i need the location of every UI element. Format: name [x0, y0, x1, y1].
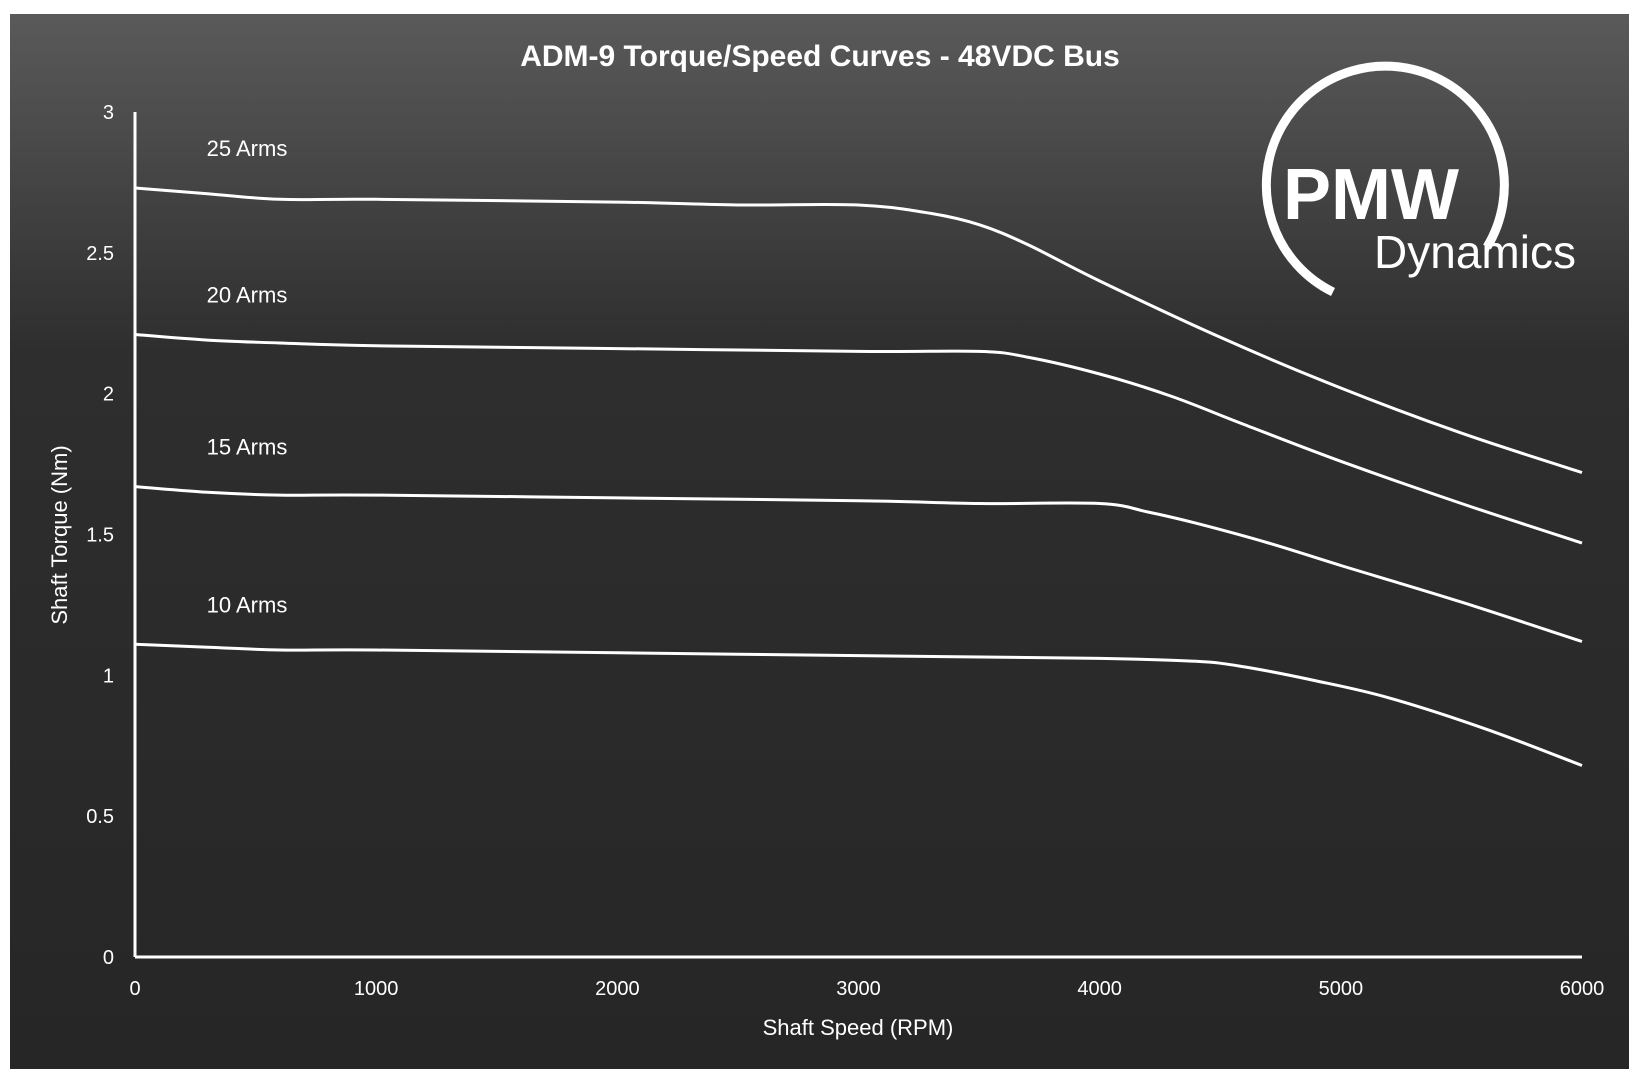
series-label-10-arms: 10 Arms	[207, 592, 288, 617]
x-tick-labels: 0 1000 2000 3000 4000 5000 6000	[129, 978, 1604, 1000]
x-tick-label: 3000	[836, 978, 881, 1000]
chart-title: ADM-9 Torque/Speed Curves - 48VDC Bus	[520, 40, 1120, 73]
x-axis-label: Shaft Speed (RPM)	[763, 1015, 954, 1040]
chart-background	[10, 14, 1629, 1069]
logo-text-dynamics: Dynamics	[1374, 226, 1576, 278]
pmw-dynamics-logo: PMW Dynamics	[1261, 61, 1576, 297]
series-labels: 25 Arms 20 Arms 15 Arms 10 Arms	[207, 136, 288, 617]
y-tick-label: 1.5	[86, 525, 114, 547]
series-line-25-arms	[134, 186, 1583, 474]
x-tick-label: 0	[129, 978, 140, 1000]
y-tick-label: 0	[103, 947, 114, 969]
series-label-15-arms: 15 Arms	[207, 435, 288, 460]
series-line-20-arms	[134, 333, 1583, 545]
y-tick-label: 1	[103, 665, 114, 687]
y-tick-label: 2.5	[86, 243, 114, 265]
y-tick-labels: 0 0.5 1 1.5 2 2.5 3	[86, 102, 114, 969]
series-line-10-arms	[134, 642, 1583, 767]
series-lines	[134, 186, 1583, 767]
x-tick-label: 4000	[1077, 978, 1122, 1000]
x-tick-label: 2000	[595, 978, 640, 1000]
series-label-25-arms: 25 Arms	[207, 136, 288, 161]
series-label-20-arms: 20 Arms	[207, 283, 288, 308]
series-line-15-arms	[134, 485, 1583, 643]
x-tick-label: 1000	[354, 978, 399, 1000]
circle-logo-icon	[1261, 61, 1509, 297]
axes	[133, 112, 1582, 959]
x-tick-label: 6000	[1560, 978, 1605, 1000]
x-tick-label: 5000	[1319, 978, 1364, 1000]
y-tick-label: 0.5	[86, 806, 114, 828]
logo-text-pmw: PMW	[1283, 155, 1459, 235]
y-axis-label: Shaft Torque (Nm)	[47, 445, 72, 624]
y-tick-label: 2	[103, 384, 114, 406]
y-tick-label: 3	[103, 102, 114, 124]
